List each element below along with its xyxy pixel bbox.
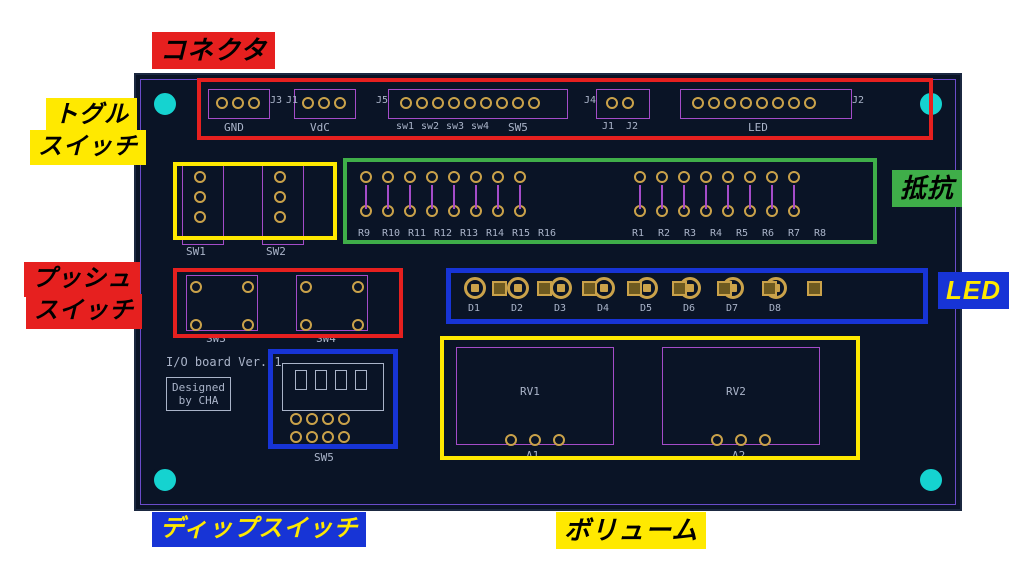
- region-push: [173, 268, 403, 338]
- silk-designed-l2: by CHA: [179, 394, 219, 407]
- label-push-l1: プッシュ: [24, 262, 140, 297]
- silk-designed-l1: Designed: [172, 381, 225, 394]
- mounting-hole-icon: [150, 465, 180, 495]
- stage: J3 GND J1 VdC J5 sw1 sw2 sw3 sw4 SW5 J4 …: [0, 0, 1024, 576]
- region-led: [446, 268, 928, 324]
- region-toggle: [173, 162, 337, 240]
- label-dip: ディップスイッチ: [152, 512, 366, 547]
- region-volume: [440, 336, 860, 460]
- label-push-l2: スイッチ: [26, 294, 142, 329]
- silk-board-version: I/O board Ver. 1: [166, 355, 282, 369]
- label-connector: コネクタ: [152, 32, 275, 69]
- region-dip: [268, 349, 398, 449]
- label-toggle-l2: スイッチ: [30, 130, 146, 165]
- silk-sw1: SW1: [186, 245, 206, 258]
- silk-sw5-dip: SW5: [314, 451, 334, 464]
- mounting-hole-icon: [150, 89, 180, 119]
- label-resistor: 抵抗: [892, 170, 962, 207]
- region-connector: [197, 78, 933, 140]
- label-volume: ボリューム: [556, 512, 706, 549]
- label-toggle-l1: トグル: [46, 98, 137, 133]
- region-resistor: [343, 158, 877, 244]
- mounting-hole-icon: [916, 465, 946, 495]
- label-led: LED: [938, 272, 1009, 309]
- silk-designed-box: Designed by CHA: [166, 377, 231, 411]
- silk-sw2: SW2: [266, 245, 286, 258]
